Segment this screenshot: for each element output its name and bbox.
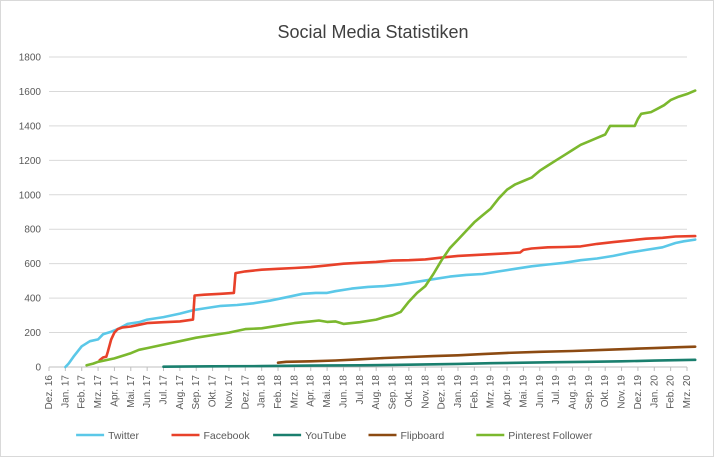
y-tick-label: 1800 bbox=[19, 53, 42, 64]
x-tick-label: Mrz. 20 bbox=[682, 375, 693, 409]
x-tick-label: Jan. 17 bbox=[60, 375, 71, 408]
x-tick-label: Nov. 19 bbox=[617, 375, 628, 409]
legend-label-facebook: Facebook bbox=[204, 430, 251, 442]
x-tick-label: Nov. 18 bbox=[420, 375, 431, 409]
y-tick-label: 1600 bbox=[19, 87, 42, 98]
x-tick-label: Apr. 18 bbox=[306, 375, 317, 407]
x-tick-label: Okt. 19 bbox=[600, 375, 611, 408]
legend: Twitter Facebook YouTube Flipboard Pinterest… bbox=[76, 430, 593, 442]
y-tick-label: 400 bbox=[24, 294, 41, 305]
legend-label-pinterest-follower: Pinterest Follower bbox=[508, 430, 593, 442]
grid bbox=[49, 56, 687, 368]
x-tick-label: Sep. 17 bbox=[191, 375, 202, 410]
x-tick-label: Jan. 20 bbox=[649, 375, 660, 408]
x-tick-label: Okt. 18 bbox=[404, 375, 415, 408]
y-tick-label: 600 bbox=[24, 259, 41, 270]
y-tick-label: 200 bbox=[24, 328, 41, 339]
x-tick-label: Sep. 19 bbox=[584, 375, 595, 410]
x-tick-label: Dez. 18 bbox=[437, 375, 448, 410]
x-tick-label: Jun. 17 bbox=[142, 375, 153, 408]
x-tick-label: Jul. 18 bbox=[355, 375, 366, 405]
x-tick-label: Aug. 19 bbox=[567, 375, 578, 410]
series-line-pinterest-follower bbox=[85, 89, 697, 367]
x-tick-label: Aug. 17 bbox=[175, 375, 186, 410]
y-tick-label: 800 bbox=[24, 225, 41, 236]
x-tick-label: Feb. 19 bbox=[469, 375, 480, 409]
x-tick-label: Feb. 17 bbox=[77, 375, 88, 409]
axes: 0 200 400 600 800 1000 1200 1400 1600 1800 Dez. 16… bbox=[19, 53, 693, 410]
x-tick-label: Aug. 18 bbox=[371, 375, 382, 410]
series-line-twitter bbox=[64, 238, 697, 369]
y-tick-label: 1200 bbox=[19, 156, 42, 167]
x-tick-label: Dez. 17 bbox=[240, 375, 251, 410]
x-tick-label: Mai. 19 bbox=[518, 375, 529, 408]
x-tick-label: Mai. 18 bbox=[322, 375, 333, 408]
x-tick-label: Nov. 17 bbox=[224, 375, 235, 409]
chart-title: Social Media Statistiken bbox=[277, 22, 468, 42]
y-tick-label: 1000 bbox=[19, 190, 42, 201]
series-line-flipboard bbox=[276, 345, 697, 365]
series-line-youtube bbox=[162, 358, 697, 369]
x-tick-label: Jul. 17 bbox=[159, 375, 170, 405]
x-tick-label: Mrz. 19 bbox=[486, 375, 497, 409]
x-tick-label: Mrz. 17 bbox=[93, 375, 104, 409]
x-tick-label: Jul. 19 bbox=[551, 375, 562, 405]
x-tick-label: Jun. 19 bbox=[535, 375, 546, 408]
legend-label-twitter: Twitter bbox=[108, 430, 139, 442]
x-tick-label: Apr. 17 bbox=[109, 375, 120, 407]
x-tick-label: Feb. 18 bbox=[273, 375, 284, 409]
x-tick-label: Dez. 16 bbox=[44, 375, 55, 410]
series-line-facebook bbox=[98, 234, 697, 362]
y-tick-label: 1400 bbox=[19, 121, 42, 132]
series-lines bbox=[64, 89, 697, 369]
x-tick-label: Okt. 17 bbox=[208, 375, 219, 408]
x-tick-label: Dez. 19 bbox=[633, 375, 644, 410]
legend-label-flipboard: Flipboard bbox=[401, 430, 445, 442]
y-tick-label: 0 bbox=[35, 363, 41, 374]
x-tick-label: Jun. 18 bbox=[338, 375, 349, 408]
x-tick-label: Sep. 18 bbox=[388, 375, 399, 410]
x-tick-label: Mrz. 18 bbox=[289, 375, 300, 409]
x-tick-label: Apr. 19 bbox=[502, 375, 513, 407]
x-tick-label: Jan. 18 bbox=[257, 375, 268, 408]
x-tick-label: Feb. 20 bbox=[666, 375, 677, 409]
x-tick-label: Jan. 19 bbox=[453, 375, 464, 408]
x-tick-label: Mai. 17 bbox=[126, 375, 137, 408]
legend-label-youtube: YouTube bbox=[305, 430, 346, 442]
